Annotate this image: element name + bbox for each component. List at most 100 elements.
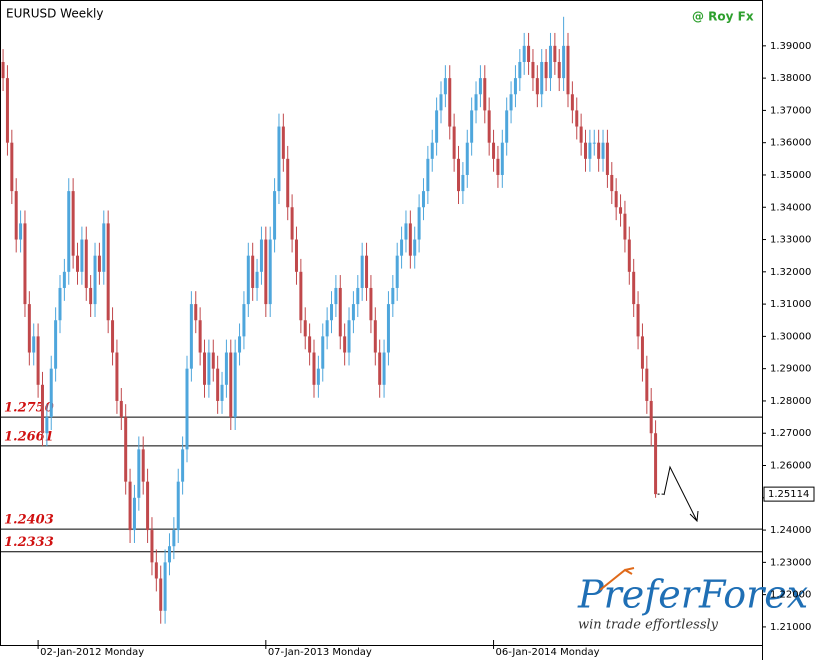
candle-body: [654, 433, 658, 495]
candle-body: [27, 304, 31, 353]
candle-body: [330, 304, 334, 321]
y-tick-label: 1.23000: [770, 557, 811, 568]
candle-body: [636, 304, 640, 337]
candle-body: [557, 61, 561, 79]
candle-body: [198, 320, 202, 353]
candle-body: [10, 142, 14, 192]
candle-body: [14, 191, 18, 240]
candle-body: [62, 271, 66, 288]
candle-body: [303, 320, 307, 337]
y-tick-label: 1.28000: [770, 396, 811, 407]
candle-body: [36, 336, 40, 385]
candle-body: [268, 239, 272, 305]
candle-body: [588, 142, 592, 159]
candle-body: [194, 304, 198, 321]
candle-body: [325, 320, 329, 337]
candle-body: [181, 449, 185, 482]
candle-body: [163, 562, 167, 611]
candle-body: [513, 78, 517, 95]
candle-body: [273, 191, 277, 240]
candle-body: [216, 368, 220, 401]
candle-body: [360, 255, 364, 288]
y-tick-label: 1.39000: [770, 41, 811, 52]
y-tick-label: 1.27000: [770, 428, 811, 439]
candle-body: [233, 352, 237, 418]
candle-body: [137, 449, 141, 498]
candle-body: [54, 320, 58, 369]
candle-body: [246, 255, 250, 305]
candle-body: [592, 142, 596, 144]
candle-body: [172, 530, 176, 547]
candle-body: [544, 61, 548, 79]
candle-body: [49, 368, 53, 418]
candle-body: [119, 400, 123, 418]
candle-body: [496, 158, 500, 175]
candle-body: [264, 239, 268, 305]
last-price-label: 1.25114: [768, 489, 809, 500]
candle-body: [404, 223, 408, 240]
x-tick-label: 07-Jan-2013 Monday: [268, 647, 372, 658]
candle-body: [382, 352, 386, 385]
candle-body: [540, 61, 544, 95]
y-tick-label: 1.29000: [770, 364, 811, 375]
candle-body: [290, 207, 294, 240]
y-tick-label: 1.26000: [770, 461, 811, 472]
candle-body: [584, 142, 588, 159]
y-tick-label: 1.34000: [770, 202, 811, 213]
candle-body: [281, 126, 285, 159]
candle-body: [97, 255, 101, 272]
logo-swoosh: [599, 567, 635, 591]
candle-body: [443, 78, 447, 95]
candle-body: [535, 78, 539, 95]
forecast-arrow: [663, 465, 699, 523]
candle-body: [316, 368, 320, 385]
candle-body: [492, 142, 496, 159]
candle-body: [286, 158, 290, 208]
y-tick-label: 1.36000: [770, 138, 811, 149]
candle-body: [610, 174, 614, 192]
y-tick-label: 1.31000: [770, 299, 811, 310]
candle-body: [128, 481, 132, 531]
candle-body: [80, 239, 84, 272]
candle-body: [255, 271, 259, 288]
candle-body: [238, 336, 242, 353]
candle-body: [553, 45, 557, 62]
candle-body: [391, 287, 395, 305]
candle-body: [395, 255, 399, 288]
candle-body: [487, 110, 491, 143]
last-price-box: [763, 486, 815, 502]
x-tick-label: 06-Jan-2014 Monday: [496, 647, 600, 658]
candle-body: [421, 191, 425, 208]
candle-body: [426, 158, 430, 192]
y-tick-label: 1.37000: [770, 105, 811, 116]
candle-body: [347, 320, 351, 353]
candle-body: [312, 352, 316, 385]
candle-body: [32, 336, 36, 353]
candle-body: [141, 449, 145, 482]
watermark: PreferForex win trade effortlessly: [577, 567, 808, 633]
candle-body: [413, 239, 417, 256]
y-tick-label: 1.22000: [770, 590, 811, 601]
candle-body: [570, 94, 574, 111]
candle-body: [531, 61, 535, 79]
candle-body: [619, 207, 623, 214]
candle-body: [242, 304, 246, 337]
y-tick-label: 1.32000: [770, 267, 811, 278]
candle-body: [338, 287, 342, 337]
candle-body: [167, 546, 171, 563]
candle-body: [645, 368, 649, 401]
candle-body: [435, 110, 439, 143]
candle-body: [373, 320, 377, 353]
candle-body: [378, 352, 382, 385]
candle-body: [465, 142, 469, 175]
candle-body: [23, 223, 27, 305]
candle-body: [579, 126, 583, 143]
candle-body: [605, 142, 609, 175]
candle-body: [527, 45, 531, 62]
candle-body: [575, 110, 579, 127]
candle-body: [19, 223, 23, 240]
candle-body: [203, 352, 207, 385]
candle-body: [562, 45, 566, 79]
candle-body: [461, 174, 465, 192]
candle-body: [321, 336, 325, 369]
